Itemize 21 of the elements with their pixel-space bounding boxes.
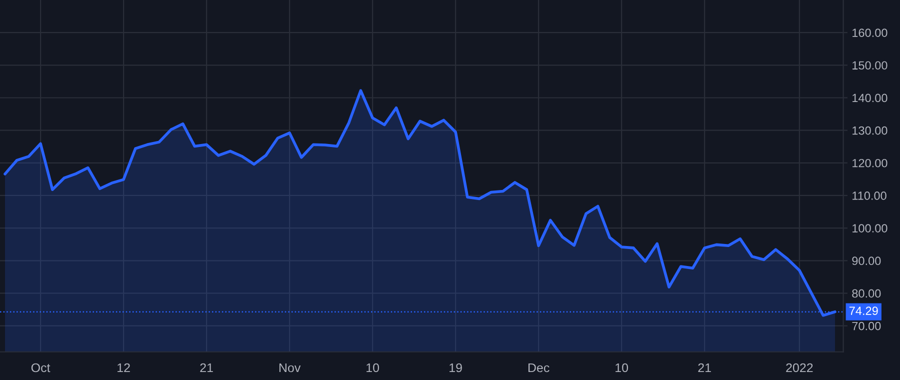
y-tick-label: 120.00 (852, 158, 888, 168)
x-tick-label: Dec (528, 363, 550, 372)
x-tick-label: 10 (616, 363, 628, 372)
y-tick-label: 110.00 (852, 192, 886, 200)
x-tick-label: 10 (366, 363, 380, 372)
x-tick-label: 21 (698, 363, 711, 372)
x-tick-label: 21 (200, 363, 213, 372)
y-tick-label: 80.00 (852, 289, 881, 298)
y-tick-label: 100.00 (852, 224, 888, 232)
x-tick-label: Nov (279, 363, 301, 372)
ref-line-label: 74.29 (849, 306, 878, 316)
x-tick-label: 12 (118, 363, 130, 372)
y-tick-label: 160.00 (852, 28, 888, 37)
y-tick-label: 70.00 (852, 322, 881, 330)
x-tick-label: Oct (31, 363, 50, 372)
y-tick-label: 140.00 (852, 94, 888, 102)
y-tick-label: 150.00 (852, 61, 888, 70)
y-tick-label: 90.00 (852, 256, 881, 266)
y-tick-label: 130.00 (852, 126, 888, 135)
x-tick-label: 2022 (786, 363, 813, 372)
x-tick-label: 19 (450, 363, 462, 372)
